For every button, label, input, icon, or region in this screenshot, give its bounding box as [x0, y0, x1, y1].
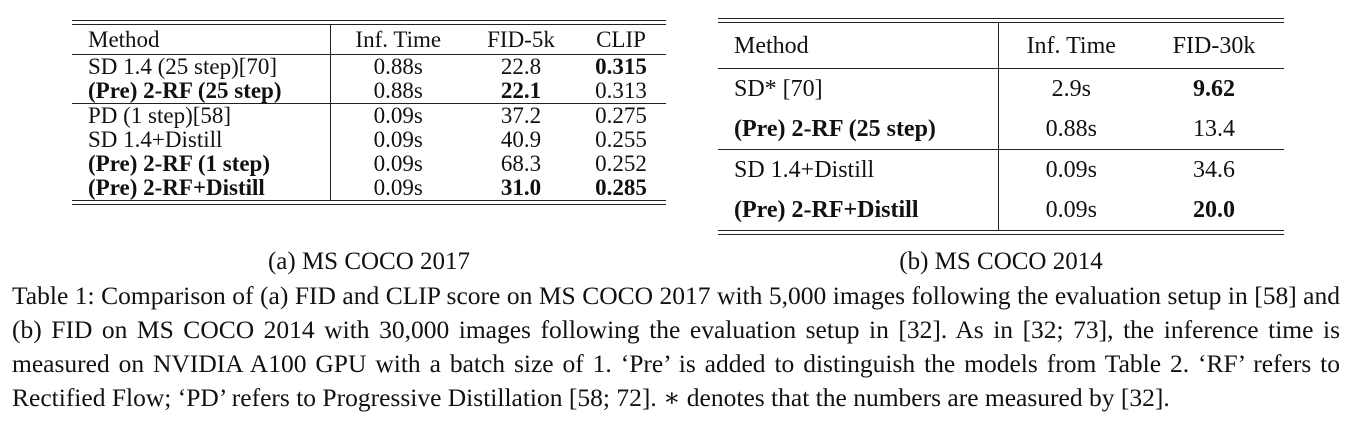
- table-a-clip: 0.313: [595, 78, 647, 103]
- table-a-grid: Method Inf. Time FID-5k CLIP SD 1.4 (25 …: [72, 25, 666, 200]
- table-a-clip: 0.315: [576, 54, 666, 79]
- table-a-method: (Pre) 2-RF (1 step): [72, 152, 331, 176]
- table-a-clip: 0.275: [576, 103, 666, 128]
- table-b-time: 0.09s: [1045, 197, 1097, 223]
- table-a-fid: 22.8: [466, 54, 576, 79]
- table-a-method: (Pre) 2-RF+Distill: [72, 176, 331, 200]
- table-b-bottom-rule: [718, 230, 1284, 235]
- table-b-fid: 13.4: [1193, 116, 1235, 142]
- table-a-header-row: Method Inf. Time FID-5k CLIP: [72, 25, 666, 55]
- table-b-time: 0.88s: [1045, 116, 1097, 142]
- table-b-header-fid: FID-30k: [1172, 33, 1256, 59]
- table-a-fid: 68.3: [500, 151, 542, 176]
- table-a-method: SD 1.4 (25 step)[70]: [72, 54, 331, 79]
- table-a-clip: 0.285: [595, 175, 647, 200]
- table-a-fid: 22.1: [500, 78, 542, 103]
- table-row: (Pre) 2-RF (1 step) 0.09s 68.3 0.252: [72, 152, 666, 176]
- table-b-top-rule: [718, 18, 1284, 23]
- table-a-fid: 37.2: [466, 103, 576, 128]
- table-a-time: 0.09s: [330, 103, 466, 128]
- table-b-caption: (b) MS COCO 2014: [899, 248, 1103, 275]
- table-b-header-method: Method: [718, 23, 999, 69]
- table-row: (Pre) 2-RF (25 step) 0.88s 22.1 0.313: [72, 79, 666, 104]
- table-a-method: PD (1 step)[58]: [72, 103, 331, 128]
- table-b-method: SD 1.4+Distill: [718, 149, 999, 190]
- table-row: SD 1.4+Distill 0.09s 34.6: [718, 149, 1284, 190]
- table-b-method: SD* [70]: [718, 68, 999, 109]
- table-a-time: 0.09s: [373, 151, 423, 176]
- table-row: (Pre) 2-RF (25 step) 0.88s 13.4: [718, 109, 1284, 150]
- table-a-method: SD 1.4+Distill: [72, 128, 331, 152]
- table-b-header-time: Inf. Time: [1026, 33, 1116, 59]
- table-b-time: 2.9s: [998, 68, 1144, 109]
- table-row: (Pre) 2-RF+Distill 0.09s 31.0 0.285: [72, 176, 666, 200]
- table-a-header-fid: FID-5k: [487, 27, 555, 52]
- table-b-fid: 34.6: [1144, 149, 1284, 190]
- table-a-clip: 0.252: [595, 151, 647, 176]
- table-b-time: 0.09s: [998, 149, 1144, 190]
- table-a-clip: 0.255: [595, 127, 647, 152]
- table-a-time: 0.88s: [330, 54, 466, 79]
- table-a: Method Inf. Time FID-5k CLIP SD 1.4 (25 …: [72, 20, 666, 205]
- table-b-fid: 20.0: [1193, 197, 1235, 223]
- table-b-grid: Method Inf. Time FID-30k SD* [70] 2.9s 9…: [718, 23, 1284, 230]
- table-a-fid: 40.9: [500, 127, 542, 152]
- table-b: Method Inf. Time FID-30k SD* [70] 2.9s 9…: [718, 18, 1284, 235]
- table-a-time: 0.88s: [373, 78, 423, 103]
- table-a-time: 0.09s: [373, 127, 423, 152]
- table-a-header-time: Inf. Time: [355, 27, 442, 52]
- table-b-method: (Pre) 2-RF (25 step): [718, 109, 999, 150]
- table-a-top-rule: [72, 20, 666, 25]
- table-row: (Pre) 2-RF+Distill 0.09s 20.0: [718, 190, 1284, 230]
- table-row: SD 1.4 (25 step)[70] 0.88s 22.8 0.315: [72, 54, 666, 79]
- table-a-fid: 31.0: [500, 175, 542, 200]
- table-a-caption: (a) MS COCO 2017: [267, 248, 471, 275]
- table-b-fid: 9.62: [1144, 68, 1284, 109]
- table-b-header-row: Method Inf. Time FID-30k: [718, 23, 1284, 69]
- table-a-time: 0.09s: [373, 175, 423, 200]
- table-row: PD (1 step)[58] 0.09s 37.2 0.275: [72, 103, 666, 128]
- table-caption: Table 1: Comparison of (a) FID and CLIP …: [12, 281, 1340, 412]
- table-row: SD 1.4+Distill 0.09s 40.9 0.255: [72, 128, 666, 152]
- table-a-bottom-rule: [72, 200, 666, 205]
- table-row: SD* [70] 2.9s 9.62: [718, 68, 1284, 109]
- table-b-method: (Pre) 2-RF+Distill: [718, 190, 999, 230]
- table-a-method: (Pre) 2-RF (25 step): [72, 79, 331, 104]
- table-a-header-method: Method: [72, 25, 331, 55]
- table-a-header-clip: CLIP: [596, 27, 646, 52]
